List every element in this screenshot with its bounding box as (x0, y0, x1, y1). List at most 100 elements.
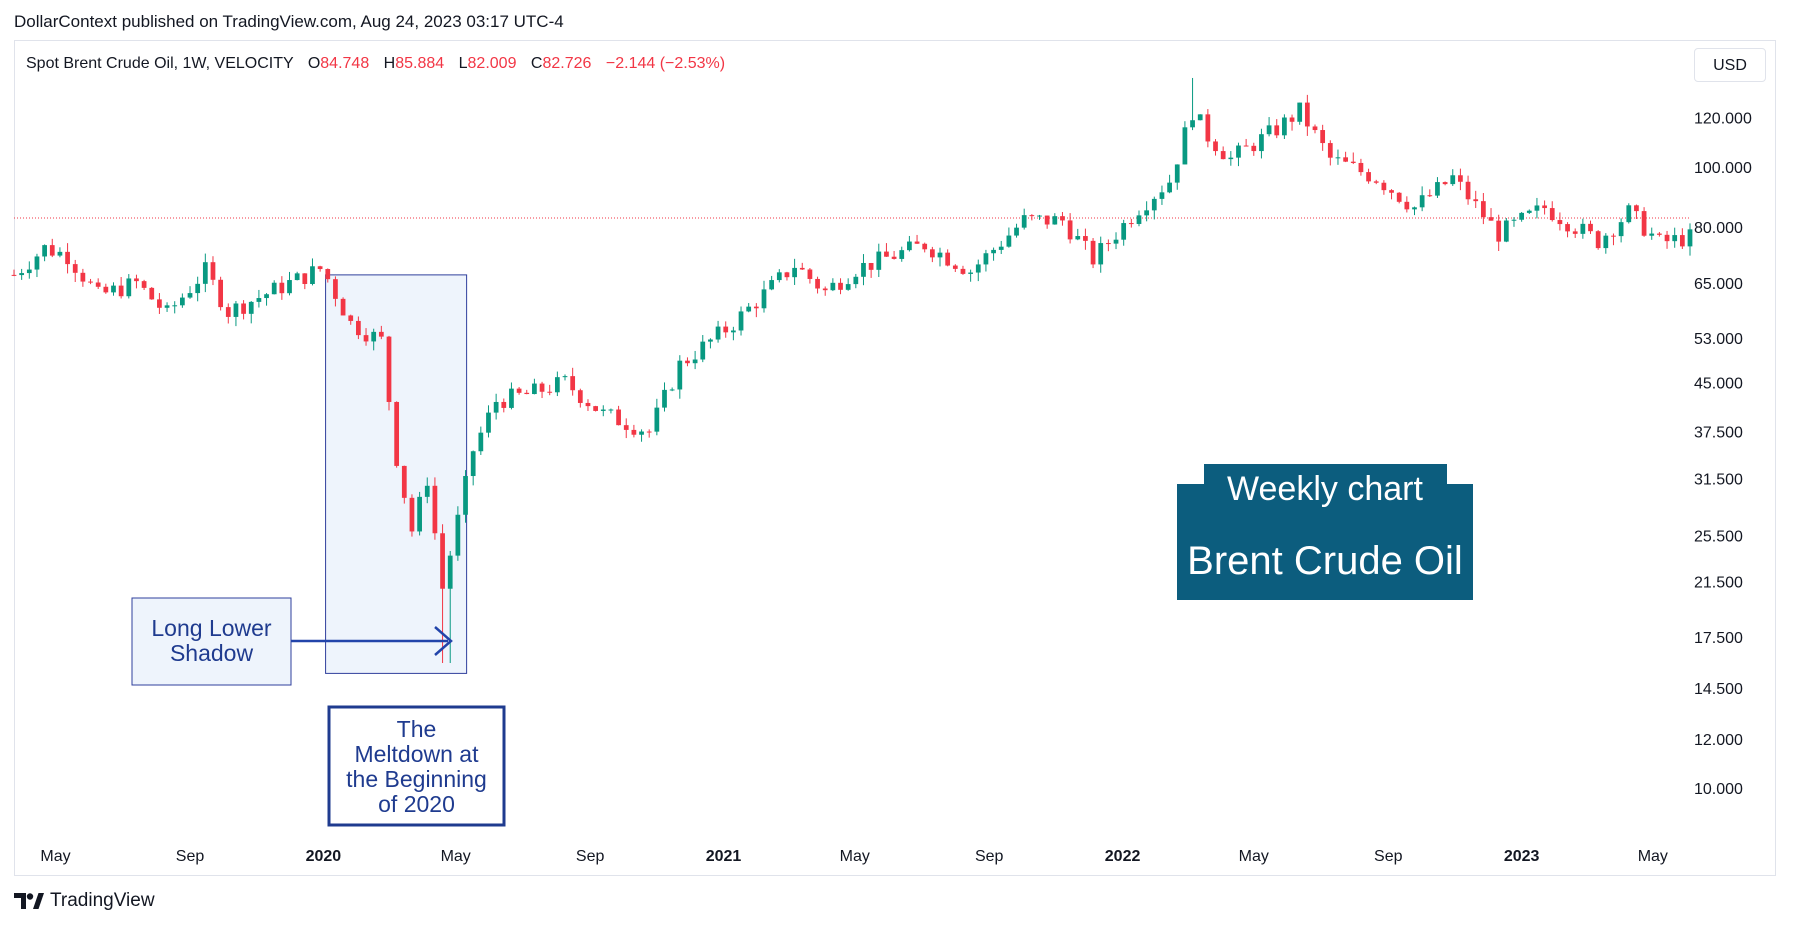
candle-body (210, 262, 216, 280)
candle-body (539, 383, 545, 392)
candle-body (386, 336, 392, 402)
close-value: 82.726 (542, 55, 592, 72)
y-tick-label: 21.500 (1694, 575, 1743, 592)
candle-body (1503, 220, 1509, 242)
currency-button[interactable]: USD (1694, 48, 1766, 82)
y-tick-label: 100.000 (1694, 160, 1752, 177)
candle-body (11, 274, 17, 276)
candle-body (1205, 114, 1211, 142)
candle-body (1052, 216, 1058, 225)
candle-body (1029, 215, 1035, 217)
candle-body (868, 262, 874, 270)
candle-body (761, 289, 767, 309)
candle-body (1679, 235, 1685, 247)
candle-body (1626, 205, 1632, 223)
y-tick-label: 17.500 (1694, 630, 1743, 647)
candle-body (1565, 224, 1570, 232)
candle-body (1190, 120, 1195, 128)
y-tick-label: 37.500 (1694, 424, 1743, 441)
candle-body (700, 341, 706, 360)
candle-body (1289, 117, 1295, 122)
candle-body (88, 281, 93, 283)
candle-body (960, 268, 966, 274)
candle-body (1435, 182, 1440, 196)
candle-body (945, 252, 951, 266)
candle-body (470, 451, 476, 477)
candle-body (585, 402, 591, 407)
candle-body (65, 251, 70, 265)
candle-body (248, 301, 254, 314)
candle-body (1381, 182, 1387, 191)
candle-body (333, 279, 338, 299)
candle-body (1067, 220, 1073, 240)
candle-body (26, 269, 32, 274)
candle-body (998, 246, 1004, 250)
candle-body (447, 555, 453, 589)
candle-body (256, 298, 262, 302)
close-label: C (530, 55, 543, 72)
candle-body (103, 286, 109, 293)
callout-line: Meltdown at (354, 741, 479, 767)
candle-body (753, 306, 759, 309)
candle-body (914, 241, 920, 244)
candle-body (1634, 205, 1639, 212)
candle-body (937, 252, 943, 258)
x-tick-label: May (40, 848, 70, 865)
candle-body (1136, 215, 1142, 224)
x-tick-label: Sep (975, 848, 1004, 865)
candle-body (42, 245, 47, 257)
candle-body (1549, 208, 1555, 221)
meltdown-callout-box (327, 705, 506, 827)
candle-body (218, 279, 224, 308)
x-tick-label: Sep (1374, 848, 1403, 865)
candle-body (1213, 141, 1218, 152)
meltdown-callout-text: The Meltdown at the Beginning of 2020 (346, 716, 487, 817)
candle-body (1266, 125, 1272, 135)
candle-body (1557, 220, 1563, 225)
candle-body (1511, 219, 1517, 221)
y-tick-label: 80.000 (1694, 220, 1743, 237)
symbol-legend: Spot Brent Crude Oil, 1W, VELOCITY O84.7… (26, 55, 725, 73)
candle-body (1090, 240, 1096, 265)
candle-body (1496, 220, 1502, 242)
candle-body (1037, 215, 1042, 217)
high-label: H (383, 55, 396, 72)
candle-body (279, 282, 285, 294)
candle-body (1159, 192, 1165, 199)
footer: TradingView (14, 890, 155, 912)
candle-body (685, 360, 690, 364)
candle-body (792, 267, 797, 278)
callout-line: Shadow (170, 640, 254, 666)
candle-body (1327, 143, 1333, 158)
candle-body (149, 287, 155, 300)
candle-body (378, 331, 384, 337)
candle-body (195, 283, 201, 294)
candle-body (509, 388, 514, 408)
candle-body (861, 262, 866, 277)
candle-body (1259, 134, 1264, 152)
candle-body (401, 465, 407, 498)
candle-body (264, 294, 269, 299)
x-tick-label: May (1638, 848, 1668, 865)
candle-body (1098, 243, 1104, 265)
callout-line: of 2020 (378, 791, 455, 817)
candle-body (639, 431, 644, 435)
candle-body (455, 514, 461, 556)
candle-body (1664, 234, 1670, 242)
candle-body (708, 339, 713, 342)
candle-body (692, 359, 698, 364)
x-axis: May Sep 2020 May Sep 2021 May Sep 2022 May Sep 2023… (40, 848, 1668, 865)
candle-body (554, 377, 560, 393)
x-tick-label: May (840, 848, 870, 865)
highlight-layer (325, 274, 468, 674)
candle-body (1687, 229, 1693, 247)
candle-body (1389, 190, 1394, 193)
candle-body (34, 256, 40, 270)
candle-body (807, 269, 813, 279)
candle-body (1611, 235, 1616, 237)
candle-body (570, 376, 576, 391)
candle-body (363, 335, 369, 342)
candle-body (1243, 145, 1249, 147)
candle-body (838, 282, 843, 290)
